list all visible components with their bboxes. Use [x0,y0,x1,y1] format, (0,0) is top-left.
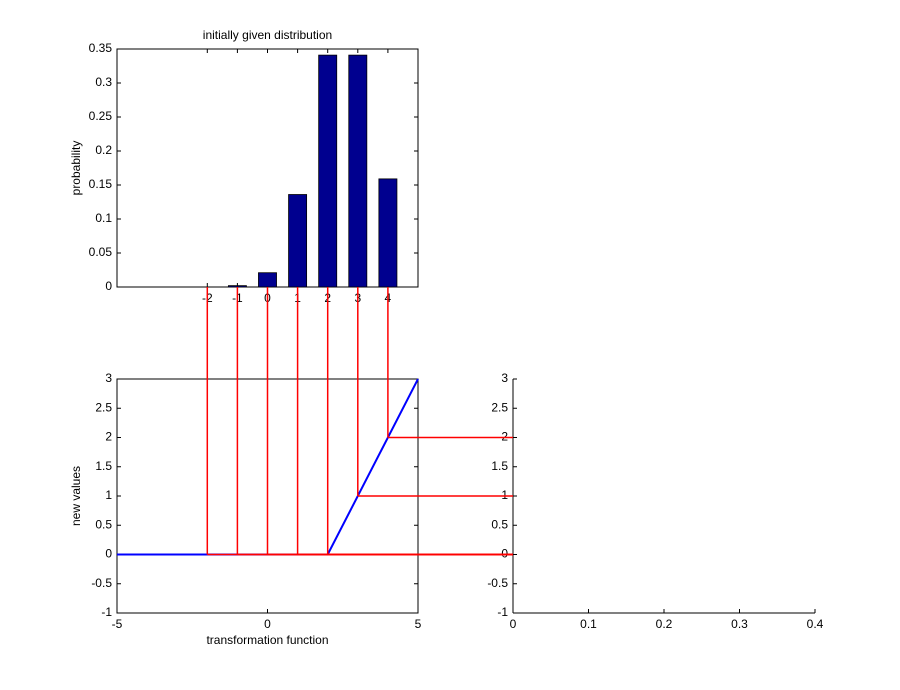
y-tick-label: 2 [105,430,112,444]
y-tick-label: 0 [105,547,112,561]
y-tick-label: 0.1 [95,211,112,225]
y-tick-label: 0.5 [95,517,112,531]
y-tick-label: 0.35 [89,41,113,55]
x-tick-label: 0.3 [731,617,748,631]
y-tick-label: -0.5 [91,576,112,590]
x-tick-label: 5 [415,617,422,631]
y-tick-label: 2 [501,430,508,444]
x-tick-label: 0.4 [807,617,824,631]
y-tick-label: 3 [501,371,508,385]
y-tick-label: 0.5 [491,517,508,531]
bar [258,272,277,288]
y-tick-label: 1.5 [95,459,112,473]
y-axis-label: new values [69,466,83,526]
axes-box [116,48,419,288]
y-tick-label: 1 [105,488,112,502]
y-tick-label: 1 [501,488,508,502]
y-axis-label: probability [69,141,83,196]
y-tick-label: -1 [101,605,112,619]
y-tick-label: 0.05 [89,245,113,259]
y-tick-label: -1 [497,605,508,619]
bar [227,285,247,288]
y-tick-label: 0.3 [95,75,112,89]
y-tick-label: 1.5 [491,459,508,473]
y-tick-label: 0.25 [89,109,113,123]
y-tick-label: 0.2 [95,143,112,157]
chart-title: initially given distribution [203,28,332,42]
bar [378,178,398,288]
x-tick-label: 0 [510,617,517,631]
y-tick-label: 0.15 [89,177,113,191]
y-tick-label: 3 [105,371,112,385]
y-tick-label: 0 [105,279,112,293]
y-tick-label: 2.5 [95,400,112,414]
y-tick-label: 2.5 [491,400,508,414]
y-tick-label: -0.5 [487,576,508,590]
x-tick-label: 0.2 [656,617,673,631]
y-tick-label: 0 [501,547,508,561]
bar [348,54,368,288]
x-tick-label: 0.1 [580,617,597,631]
x-tick-label: 0 [264,617,271,631]
bar [318,54,338,288]
bar [288,194,308,288]
x-tick-label: -5 [112,617,123,631]
x-axis-label: transformation function [206,633,328,647]
